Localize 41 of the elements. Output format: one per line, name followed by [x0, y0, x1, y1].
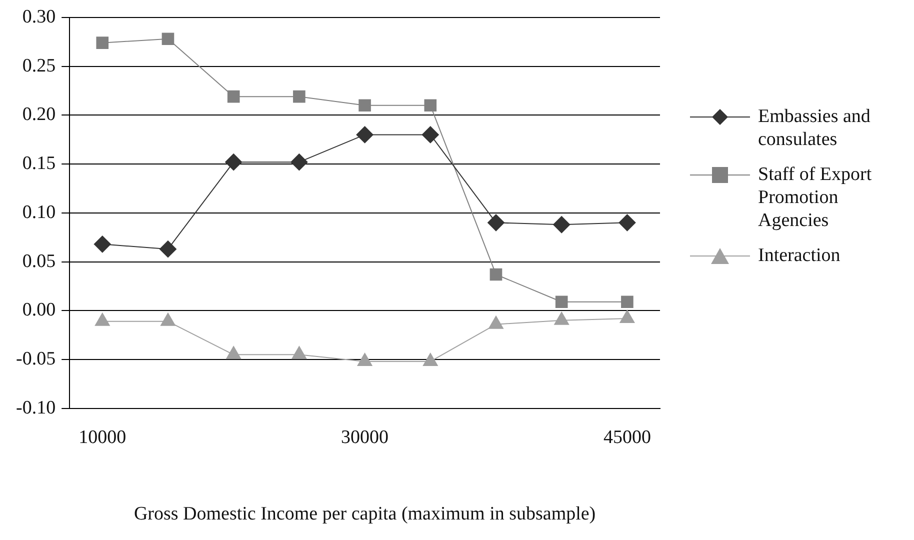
point — [160, 312, 176, 326]
point — [357, 352, 372, 366]
y-tick-label: 0.20 — [22, 104, 56, 126]
point — [554, 312, 570, 325]
point — [487, 214, 504, 232]
point — [227, 90, 240, 103]
point — [290, 154, 308, 171]
point — [490, 268, 502, 281]
x-tick-label: 30000 — [341, 426, 389, 448]
y-tick-label: 0.30 — [22, 6, 56, 28]
y-tick-label: 0.25 — [22, 55, 56, 76]
point — [293, 90, 306, 103]
y-tick-label: 0.10 — [22, 202, 56, 223]
y-tick-label: 0.05 — [22, 250, 56, 272]
y-tick-label: -0.10 — [16, 397, 56, 418]
legend-label: Staff of Export Promotion Agencies — [758, 163, 873, 232]
y-tick-label: 0.00 — [22, 300, 56, 321]
point — [358, 99, 371, 112]
point — [225, 154, 242, 171]
point — [620, 310, 635, 323]
legend-label: Interaction — [758, 244, 840, 267]
y-tick-label: 0.15 — [22, 153, 56, 174]
point — [618, 214, 636, 232]
point — [96, 36, 109, 49]
point — [94, 312, 110, 326]
point — [162, 32, 174, 46]
point — [159, 240, 176, 258]
point — [226, 346, 242, 360]
y-tick-label: -0.05 — [16, 348, 56, 370]
x-tick-label: 10000 — [78, 426, 126, 448]
point — [553, 216, 570, 234]
point — [424, 99, 437, 112]
point — [94, 236, 111, 253]
point — [292, 346, 307, 360]
point — [422, 352, 438, 366]
legend-label: Embassies and consulates — [758, 105, 872, 151]
point — [422, 126, 439, 144]
point — [356, 126, 374, 144]
x-axis-title: Gross Domestic Income per capita (maximum in subsample) — [134, 504, 596, 525]
x-tick-label: 45000 — [603, 426, 651, 448]
point — [488, 316, 504, 329]
